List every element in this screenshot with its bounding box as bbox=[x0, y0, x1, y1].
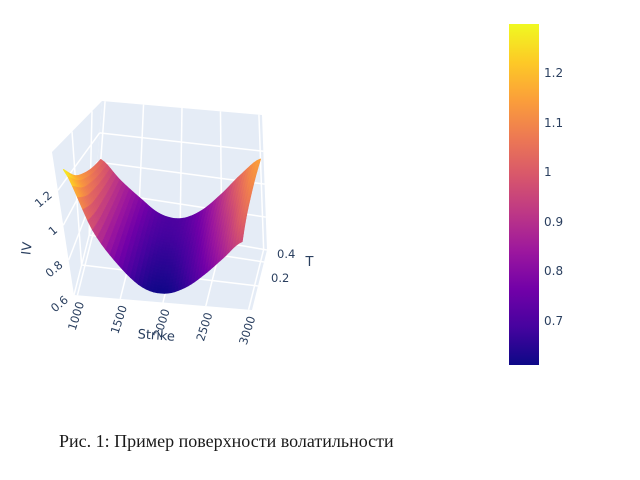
colorbar-tick-label: 1.1 bbox=[544, 115, 564, 130]
figure-caption: Рис. 1: Пример поверхности волатильности bbox=[59, 431, 394, 451]
colorbar-tick-label: 1.2 bbox=[544, 66, 564, 81]
colorbar-tick-label: 1 bbox=[544, 165, 552, 180]
colorbar-ticks: 1.2 1.1 1 0.9 0.8 0.7 bbox=[544, 0, 604, 400]
colorbar-tick-label: 0.9 bbox=[544, 214, 564, 229]
colorbar-tick-label: 0.7 bbox=[544, 313, 564, 328]
colorbar-gradient bbox=[509, 24, 539, 365]
colorbar-tick-label: 0.8 bbox=[544, 264, 564, 279]
